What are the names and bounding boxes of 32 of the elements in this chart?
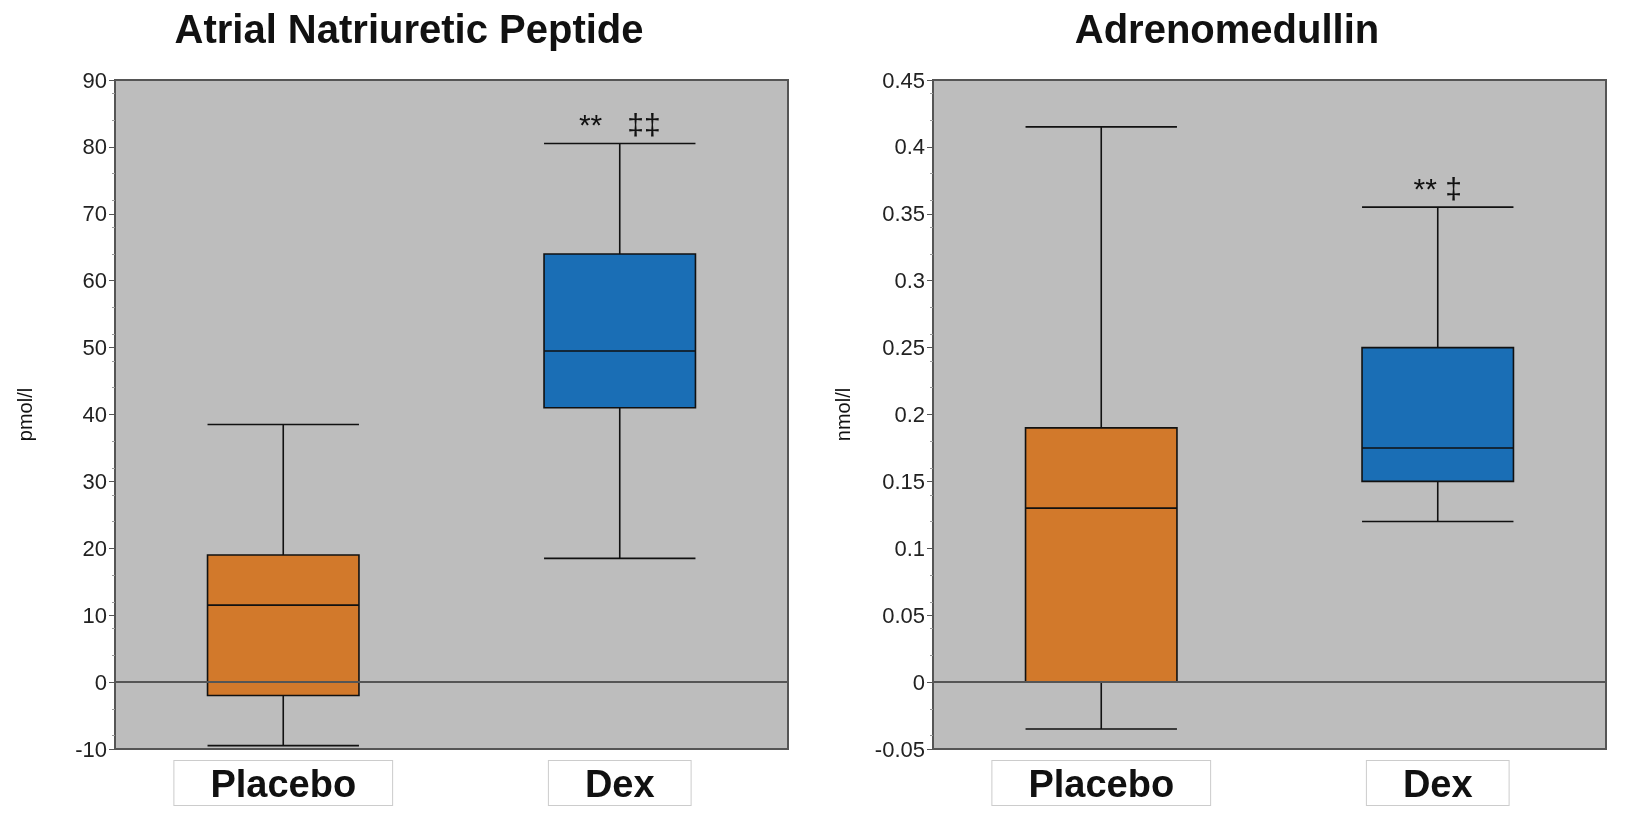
annotation: ** ‡ bbox=[1413, 171, 1462, 205]
annotation: ** ‡‡ bbox=[578, 108, 661, 142]
y-tick-label: 0.05 bbox=[882, 602, 925, 628]
y-tick-label: 20 bbox=[82, 535, 107, 561]
x-tick-label: Placebo bbox=[210, 763, 357, 805]
y-tick-label: 0 bbox=[94, 669, 107, 695]
y-tick-label: -0.05 bbox=[874, 736, 925, 762]
y-tick-label: 80 bbox=[82, 134, 107, 160]
x-tick-label: Dex bbox=[584, 763, 655, 805]
y-tick-label: 0.45 bbox=[882, 67, 925, 93]
y-tick-label: 0.4 bbox=[894, 134, 925, 160]
y-tick-label: 10 bbox=[82, 602, 107, 628]
y-tick-label: 70 bbox=[82, 201, 107, 227]
y-tick-label: 60 bbox=[82, 268, 107, 294]
x-tick-label: Dex bbox=[1402, 763, 1473, 805]
y-tick-label: -10 bbox=[75, 736, 107, 762]
y-tick-label: 40 bbox=[82, 402, 107, 427]
y-tick-label: 50 bbox=[82, 335, 107, 361]
y-tick-label: 0.25 bbox=[882, 335, 925, 361]
y-tick-label: 90 bbox=[82, 67, 107, 93]
x-tick-label: Placebo bbox=[1028, 763, 1175, 805]
y-tick-label: 0.35 bbox=[882, 201, 925, 227]
y-tick-label: 0.15 bbox=[882, 468, 925, 494]
y-tick-label: 0.1 bbox=[894, 535, 925, 561]
chart-title: Adrenomedullin bbox=[1074, 7, 1380, 51]
y-axis-title: nmol/l bbox=[832, 387, 854, 442]
y-tick-label: 0.2 bbox=[894, 402, 925, 427]
y-tick-label: 0.3 bbox=[894, 268, 925, 294]
y-tick-label: 0 bbox=[912, 669, 925, 695]
y-tick-label: 30 bbox=[82, 468, 107, 494]
y-axis-title: pmol/l bbox=[14, 387, 36, 442]
chart-title: Atrial Natriuretic Peptide bbox=[174, 7, 644, 51]
